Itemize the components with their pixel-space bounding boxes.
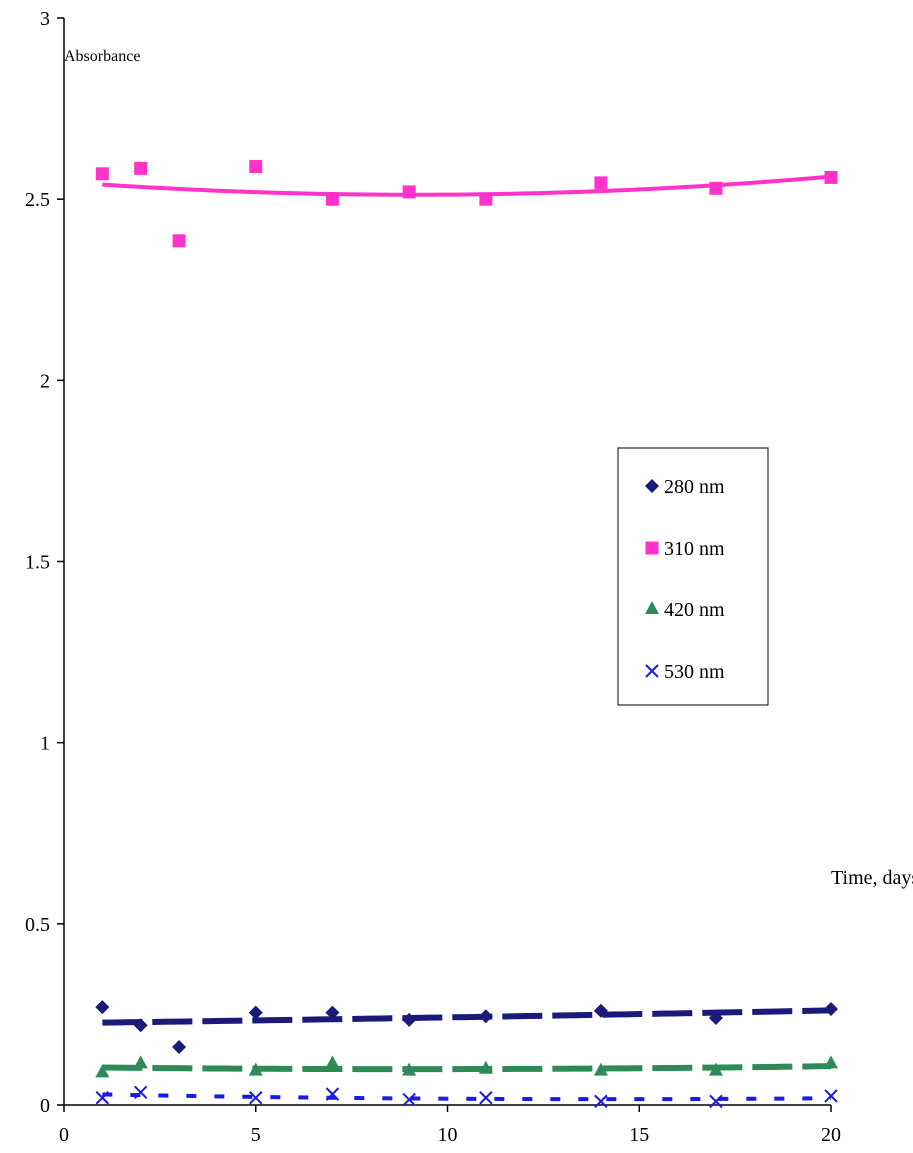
- data-point: [134, 162, 147, 175]
- y-tick-label: 2: [40, 370, 50, 392]
- x-ticks: 0 5 10 15 20: [59, 1105, 841, 1146]
- data-point: [326, 193, 339, 206]
- legend-label: 310 nm: [664, 538, 725, 560]
- legend-marker: [646, 542, 659, 555]
- legend: 280 nm 310 nm 420 nm 530 nm: [618, 448, 768, 705]
- data-point: [824, 1002, 838, 1016]
- y-ticks: 0 0.5 1 1.5 2 2.5 3: [25, 8, 64, 1117]
- x-tick-label: 10: [438, 1124, 458, 1146]
- x-tick-label: 0: [59, 1124, 69, 1146]
- y-tick-label: 2.5: [25, 189, 50, 211]
- data-point: [479, 1009, 493, 1023]
- data-point: [135, 1086, 147, 1098]
- data-point: [96, 167, 109, 180]
- data-point: [824, 1055, 838, 1068]
- data-point: [96, 1092, 108, 1104]
- data-point: [479, 193, 492, 206]
- trendline: [102, 1066, 831, 1069]
- data-point: [403, 185, 416, 198]
- data-point: [325, 1055, 339, 1068]
- y-tick-label: 1: [40, 733, 50, 755]
- data-point: [249, 160, 262, 173]
- legend-label: 420 nm: [664, 599, 725, 621]
- x-tick-label: 15: [629, 1124, 649, 1146]
- legend-label: 530 nm: [664, 661, 725, 683]
- y-axis-title: Absorbance: [64, 48, 140, 65]
- data-point: [709, 182, 722, 195]
- data-point: [134, 1055, 148, 1068]
- trendline: [102, 1010, 831, 1022]
- data-point: [594, 176, 607, 189]
- y-tick-label: 3: [40, 8, 50, 30]
- x-tick-label: 5: [251, 1124, 261, 1146]
- x-tick-label: 20: [821, 1124, 841, 1146]
- data-point: [480, 1092, 492, 1104]
- y-tick-label: 0.5: [25, 914, 50, 936]
- data-point: [173, 234, 186, 247]
- y-tick-label: 1.5: [25, 552, 50, 574]
- x-axis-title: Time, days: [831, 867, 913, 889]
- data-point: [95, 1000, 109, 1014]
- data-point: [172, 1040, 186, 1054]
- y-tick-label: 0: [40, 1095, 50, 1117]
- data-point: [825, 171, 838, 184]
- legend-label: 280 nm: [664, 476, 725, 498]
